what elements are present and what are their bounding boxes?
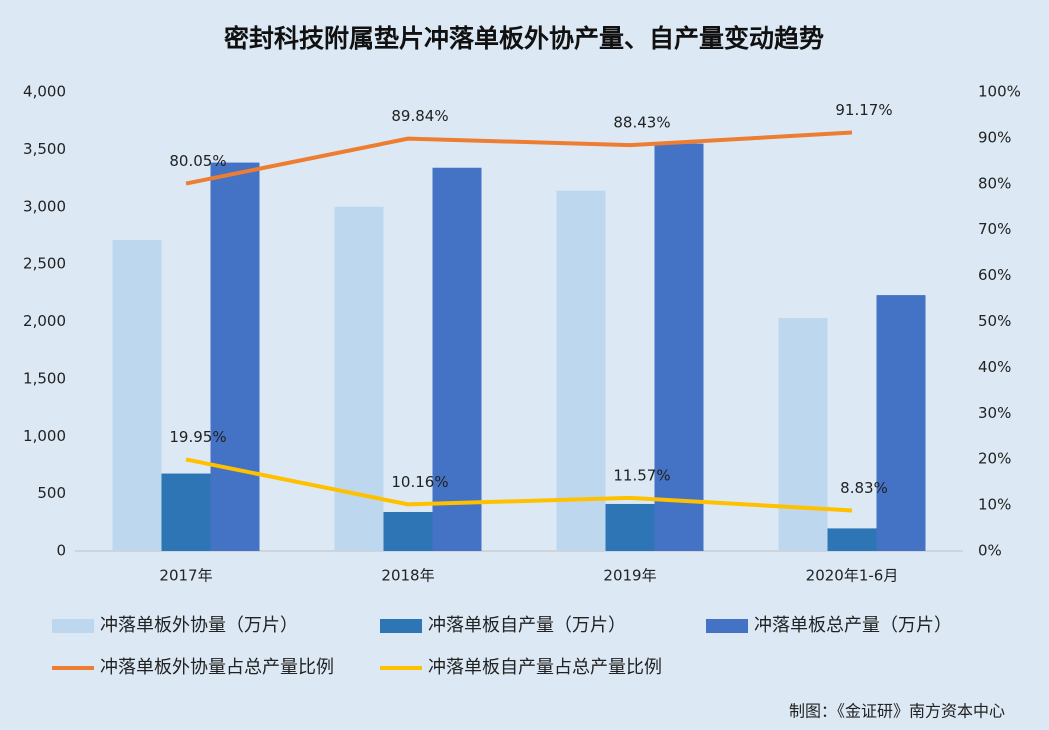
- bar: [605, 503, 655, 551]
- legend-label: 冲落单板自产量占总产量比例: [428, 657, 662, 678]
- y2-tick-label: 70%: [978, 220, 1011, 238]
- y-tick-label: 0: [56, 542, 66, 560]
- y2-tick-label: 60%: [978, 266, 1011, 284]
- data-label: 11.57%: [613, 466, 670, 484]
- legend: 冲落单板外协量（万片） 冲落单板自产量（万片） 冲落单板总产量（万片） 冲落单板外协量…: [52, 615, 952, 678]
- legend-swatch: [380, 619, 422, 633]
- y2-tick-label: 10%: [978, 496, 1011, 514]
- data-label: 8.83%: [840, 479, 888, 497]
- bar: [112, 240, 162, 551]
- source: 制图：《金证研》南方资本中心: [789, 702, 1005, 721]
- x-tick-label: 2019年: [603, 567, 656, 585]
- data-label: 10.16%: [391, 473, 448, 491]
- x-tick-label: 2017年: [159, 567, 212, 585]
- bar: [556, 190, 606, 551]
- y-tick-label: 1,500: [23, 369, 66, 387]
- bar: [383, 511, 433, 551]
- y-tick-label: 500: [37, 484, 66, 502]
- bar: [654, 143, 704, 551]
- legend-label: 冲落单板自产量（万片）: [428, 615, 626, 636]
- data-label: 88.43%: [613, 114, 670, 132]
- legend-label: 冲落单板外协量（万片）: [100, 615, 298, 636]
- y2-tick-label: 30%: [978, 404, 1011, 422]
- data-label: 89.84%: [391, 107, 448, 125]
- y2-tick-label: 100%: [978, 83, 1021, 101]
- bar: [210, 162, 260, 552]
- legend-label: 冲落单板外协量占总产量比例: [100, 657, 334, 678]
- y-tick-label: 3,000: [23, 197, 66, 215]
- line: [185, 457, 853, 513]
- bar: [161, 473, 211, 551]
- legend-swatch: [706, 619, 748, 633]
- x-tick-label: 2018年: [381, 567, 434, 585]
- x-tick-label: 2020年1-6月: [806, 567, 899, 585]
- chart-title: 密封科技附属垫片冲落单板外协产量、自产量变动趋势: [224, 24, 824, 53]
- y2-tick-label: 0%: [978, 542, 1002, 560]
- data-label: 91.17%: [835, 101, 892, 119]
- line: [185, 130, 853, 186]
- y2-tick-label: 40%: [978, 358, 1011, 376]
- y2-tick-label: 90%: [978, 128, 1011, 146]
- y2-tick-label: 80%: [978, 174, 1011, 192]
- bar: [827, 528, 877, 551]
- bar: [432, 167, 482, 552]
- legend-label: 冲落单板总产量（万片）: [754, 615, 952, 636]
- legend-swatch: [52, 619, 94, 633]
- data-label: 19.95%: [169, 428, 226, 446]
- data-label: 80.05%: [169, 152, 226, 170]
- y-tick-label: 3,500: [23, 140, 66, 158]
- bar: [778, 318, 828, 551]
- y-tick-label: 2,500: [23, 255, 66, 273]
- y-tick-label: 1,000: [23, 427, 66, 445]
- y-tick-label: 2,000: [23, 312, 66, 330]
- y2-tick-label: 20%: [978, 450, 1011, 468]
- y-tick-label: 4,000: [23, 83, 66, 101]
- y2-tick-label: 50%: [978, 312, 1011, 330]
- bar: [876, 295, 926, 551]
